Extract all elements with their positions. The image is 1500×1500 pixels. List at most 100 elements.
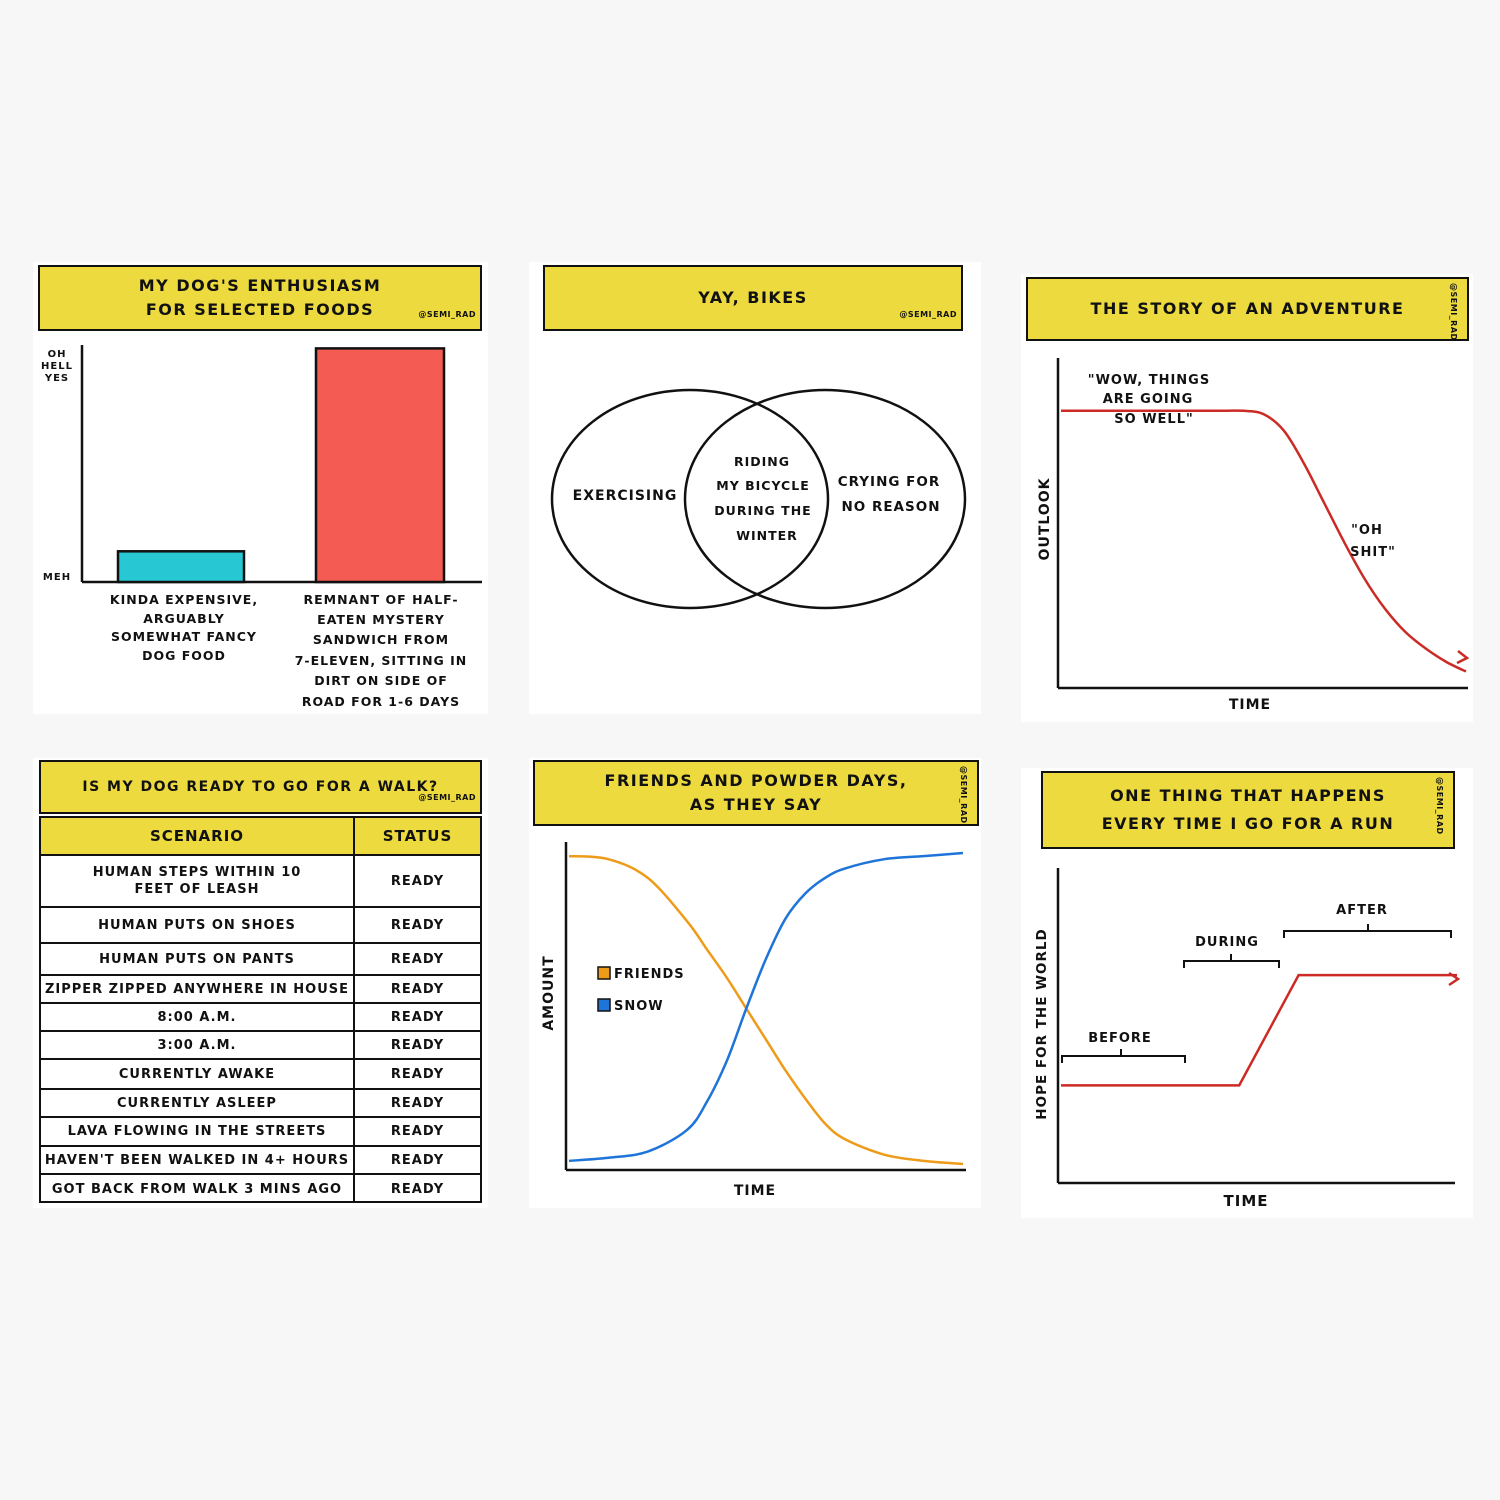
bar2-label-line4: 7-ELEVEN, SITTING IN	[295, 653, 468, 668]
venn-middle-line2: MY BICYCLE	[716, 478, 809, 493]
ready-status-table: SCENARIO STATUS HUMAN STEPS WITHIN 10 FE…	[39, 816, 482, 1203]
panel5-title-banner: FRIENDS AND POWDER DAYS, AS THEY SAY @SE…	[533, 760, 979, 826]
scenario-cell: HAVEN'T BEEN WALKED IN 4+ HOURS	[41, 1147, 355, 1173]
bar1-label-line3: SOMEWHAT FANCY	[111, 629, 257, 644]
scenario-cell: ZIPPER ZIPPED ANYWHERE IN HOUSE	[41, 976, 355, 1002]
scenario-cell: HUMAN PUTS ON PANTS	[41, 944, 355, 974]
bracket-after	[1283, 924, 1452, 938]
venn-middle-line3: DURING THE	[714, 503, 811, 518]
bar2-label-line3: SANDWICH FROM	[313, 632, 449, 647]
bracket-before	[1061, 1049, 1186, 1063]
panel5-title-line1: FRIENDS AND POWDER DAYS,	[604, 771, 908, 790]
legend-snow-label: SNOW	[614, 999, 664, 1014]
venn-right-line1: CRYING FOR	[838, 474, 941, 490]
quote-oh-2: SHIT"	[1350, 545, 1396, 560]
quote-going-well-2: ARE GOING	[1103, 392, 1194, 407]
label-before: BEFORE	[1088, 1031, 1152, 1046]
outlook-line	[1061, 409, 1467, 673]
status-cell: READY	[390, 1066, 445, 1082]
scenario-cell: CURRENTLY ASLEEP	[41, 1090, 355, 1116]
x-axis-label: TIME	[1224, 1192, 1269, 1210]
legend-snow-swatch	[597, 998, 611, 1012]
bar2-label-line1: REMNANT OF HALF-	[303, 592, 458, 607]
panel5-chart: FRIENDS SNOW TIME AMOUNT	[541, 842, 966, 1199]
status-cell: READY	[390, 917, 445, 933]
panel4-title: IS MY DOG READY TO GO FOR A WALK?	[82, 779, 439, 795]
y-bottom-label: MEH	[43, 572, 71, 583]
panel-dog-walk-table: IS MY DOG READY TO GO FOR A WALK? @SEMI_…	[33, 758, 488, 1208]
bar1-label-line4: DOG FOOD	[142, 648, 226, 663]
header-status: STATUS	[382, 827, 453, 845]
bar1-label-line2: ARGUABLY	[143, 611, 225, 626]
panel6-handle: @SEMI_RAD	[1435, 777, 1444, 835]
panel-adventure: THE STORY OF AN ADVENTURE @SEMI_RAD TIME…	[1021, 274, 1473, 722]
label-during: DURING	[1195, 935, 1259, 950]
table-row: LAVA FLOWING IN THE STREETS READY	[41, 1118, 480, 1147]
label-after: AFTER	[1336, 903, 1388, 918]
status-cell: READY	[390, 1095, 445, 1111]
table-row: HUMAN STEPS WITHIN 10 FEET OF LEASH READY	[41, 856, 480, 908]
panel5-handle: @SEMI_RAD	[959, 766, 968, 824]
panel-yay-bikes: YAY, BIKES @SEMI_RAD EXERCISING RIDING M…	[529, 262, 981, 714]
panel2-title-banner: YAY, BIKES @SEMI_RAD	[543, 265, 963, 331]
header-scenario: SCENARIO	[41, 818, 355, 854]
panel-dog-enthusiasm: MY DOG'S ENTHUSIASM FOR SELECTED FOODS @…	[33, 262, 488, 714]
table-row: 3:00 A.M. READY	[41, 1032, 480, 1060]
bar2-label-line2: EATEN MYSTERY	[317, 612, 445, 627]
status-cell: READY	[390, 1124, 445, 1139]
scenario-cell: HUMAN PUTS ON SHOES	[41, 908, 355, 942]
table-row: HAVEN'T BEEN WALKED IN 4+ HOURS READY	[41, 1147, 480, 1175]
snow-line	[568, 851, 964, 1163]
table-row: CURRENTLY ASLEEP READY	[41, 1090, 480, 1118]
panel1-title-line2: FOR SELECTED FOODS	[145, 300, 375, 319]
table-row: 8:00 A.M. READY	[41, 1004, 480, 1032]
panel-friends-powder: FRIENDS AND POWDER DAYS, AS THEY SAY @SE…	[529, 758, 981, 1208]
venn-circle-right	[683, 388, 967, 610]
legend-friends-swatch	[597, 966, 611, 980]
bar-fancy-dog-food	[116, 550, 246, 584]
bar1-label-line1: KINDA EXPENSIVE,	[110, 592, 258, 607]
legend-friends-label: FRIENDS	[614, 967, 685, 982]
panel3-title: THE STORY OF AN ADVENTURE	[1090, 299, 1405, 318]
panel2-title: YAY, BIKES	[698, 288, 808, 307]
panel3-handle: @SEMI_RAD	[1449, 283, 1458, 341]
y-top-label-2: HELL	[41, 361, 73, 372]
table-header-row: SCENARIO STATUS	[41, 818, 480, 856]
scenario-cell: 3:00 A.M.	[41, 1032, 355, 1058]
panel4-title-banner: IS MY DOG READY TO GO FOR A WALK? @SEMI_…	[39, 760, 482, 814]
status-cell: READY	[390, 951, 445, 967]
x-axis-label: TIME	[734, 1183, 776, 1199]
panel1-chart: OH HELL YES MEH KINDA EXPENSIVE, ARGUABL…	[41, 345, 482, 709]
y-axis-label: AMOUNT	[541, 955, 557, 1030]
panel6-title-banner: ONE THING THAT HAPPENS EVERY TIME I GO F…	[1041, 771, 1455, 849]
x-axis-label: TIME	[1229, 697, 1271, 713]
outlook-arrowhead	[1456, 650, 1470, 665]
status-cell: READY	[390, 1037, 445, 1053]
status-cell: READY	[390, 981, 445, 997]
y-top-label-1: OH	[48, 349, 67, 360]
panel4-handle: @SEMI_RAD	[418, 793, 476, 802]
status-cell: READY	[390, 1152, 445, 1168]
venn-middle-line4: WINTER	[736, 528, 798, 543]
status-cell: READY	[390, 1009, 445, 1025]
quote-going-well-3: SO WELL"	[1114, 412, 1194, 427]
panel6-chart: BEFORE DURING AFTER TIME HOPE FOR THE WO…	[1034, 868, 1461, 1210]
panel3-title-banner: THE STORY OF AN ADVENTURE @SEMI_RAD	[1026, 277, 1469, 341]
bar2-label-line6: ROAD FOR 1-6 DAYS	[302, 694, 460, 709]
hope-arrowhead	[1448, 971, 1461, 987]
scenario-cell: HUMAN STEPS WITHIN 10 FEET OF LEASH	[41, 856, 355, 906]
y-top-label-3: YES	[44, 373, 69, 384]
bracket-during	[1183, 954, 1280, 968]
panel-run: ONE THING THAT HAPPENS EVERY TIME I GO F…	[1021, 768, 1473, 1218]
table-row: GOT BACK FROM WALK 3 MINS AGO READY	[41, 1175, 480, 1203]
panel1-title-line1: MY DOG'S ENTHUSIASM	[138, 276, 382, 295]
panel6-title-line1: ONE THING THAT HAPPENS	[1110, 786, 1386, 805]
friends-line	[568, 854, 964, 1166]
scenario-cell: 8:00 A.M.	[41, 1004, 355, 1030]
quote-going-well-1: "WOW, THINGS	[1088, 373, 1210, 388]
venn-left-label: EXERCISING	[573, 488, 678, 504]
panel2-venn: EXERCISING RIDING MY BICYCLE DURING THE …	[550, 388, 967, 610]
venn-right-line2: NO REASON	[841, 499, 940, 515]
status-cell: READY	[390, 873, 445, 889]
bar2-label-line5: DIRT ON SIDE OF	[314, 673, 448, 688]
